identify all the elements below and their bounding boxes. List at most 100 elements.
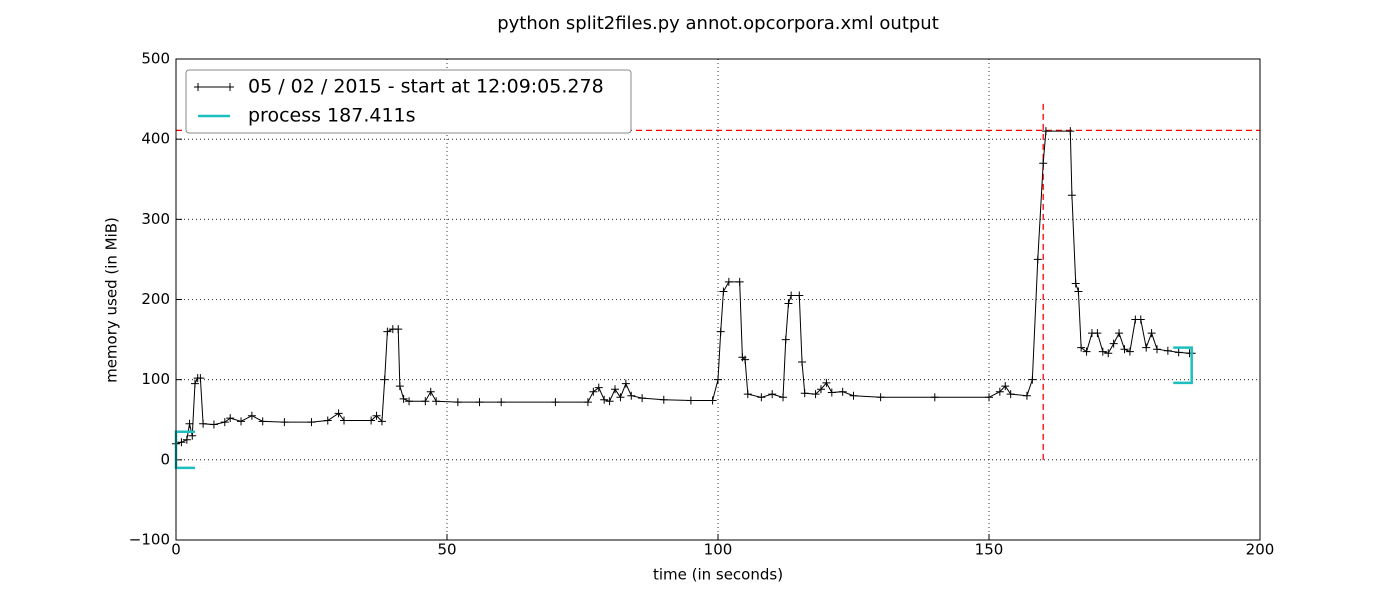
point-marker — [708, 396, 717, 405]
y-axis-label: memory used (in MiB) — [103, 217, 121, 383]
point-marker — [594, 383, 603, 392]
point-marker — [781, 335, 790, 344]
point-marker — [1136, 315, 1145, 324]
point-marker — [177, 438, 186, 447]
point-marker — [757, 393, 766, 402]
point-marker — [605, 397, 614, 406]
point-marker — [716, 327, 725, 336]
point-marker — [816, 385, 825, 394]
point-marker — [475, 398, 484, 407]
y-tick-label: −100 — [129, 531, 170, 549]
point-marker — [1001, 382, 1010, 391]
point-marker — [724, 277, 733, 286]
point-marker — [735, 277, 744, 286]
point-marker — [838, 387, 847, 396]
x-tick-label: 100 — [704, 541, 733, 559]
point-marker — [395, 382, 404, 391]
point-marker — [800, 389, 809, 398]
point-marker — [226, 414, 235, 423]
point-marker — [209, 420, 218, 429]
point-marker — [383, 327, 392, 336]
point-marker — [1174, 348, 1183, 357]
point-marker — [323, 416, 332, 425]
point-marker — [1071, 279, 1080, 288]
x-tick-label: 200 — [1246, 541, 1275, 559]
point-marker — [405, 397, 414, 406]
point-marker — [985, 393, 993, 402]
point-marker — [768, 390, 777, 399]
point-marker — [784, 299, 793, 308]
point-marker — [876, 393, 885, 402]
chart-title: python split2files.py annot.opcorpora.xm… — [497, 13, 939, 34]
point-marker — [1147, 329, 1156, 338]
point-marker — [1104, 349, 1113, 358]
y-tick-label: 400 — [141, 130, 170, 148]
point-marker — [787, 291, 796, 300]
point-marker — [616, 393, 625, 402]
point-marker — [995, 387, 1004, 396]
point-marker — [827, 388, 836, 397]
x-axis-label: time (in seconds) — [653, 566, 783, 584]
legend-box — [185, 69, 632, 134]
x-tick-label: 150 — [975, 541, 1004, 559]
point-marker — [849, 391, 858, 400]
point-marker — [779, 393, 788, 402]
point-marker — [1082, 347, 1091, 356]
point-marker — [1115, 329, 1124, 338]
point-marker — [367, 416, 376, 425]
point-marker — [258, 417, 267, 426]
point-marker — [798, 358, 807, 367]
legend-marker — [194, 83, 202, 91]
point-marker — [190, 379, 199, 388]
point-marker — [334, 409, 343, 418]
legend-label: process 187.411s — [248, 105, 416, 127]
point-marker — [1153, 345, 1162, 354]
point-marker — [432, 397, 441, 406]
point-marker — [551, 398, 560, 407]
point-marker — [795, 291, 804, 300]
point-marker — [196, 374, 205, 383]
point-marker — [1006, 390, 1015, 399]
point-marker — [380, 375, 389, 384]
point-marker — [600, 395, 609, 404]
y-tick-label: 300 — [141, 210, 170, 228]
point-marker — [247, 411, 256, 420]
legend-marker — [226, 83, 234, 91]
point-marker — [1093, 329, 1102, 338]
point-marker — [621, 379, 630, 388]
point-marker — [1066, 127, 1075, 136]
y-tick-label: 500 — [141, 50, 170, 68]
point-marker — [220, 418, 229, 427]
point-marker — [237, 417, 246, 426]
point-marker — [1125, 347, 1134, 356]
point-marker — [1041, 127, 1050, 136]
point-marker — [340, 416, 349, 425]
legend-label: 05 / 02 / 2015 - start at 12:09:05.278 — [248, 76, 604, 98]
point-marker — [811, 390, 820, 399]
point-marker — [1098, 347, 1107, 356]
point-marker — [1022, 391, 1031, 400]
point-marker — [497, 398, 506, 407]
point-marker — [421, 397, 430, 406]
point-marker — [589, 387, 598, 396]
point-marker — [1077, 343, 1086, 352]
series-line — [174, 346, 1193, 470]
point-marker — [188, 431, 197, 440]
y-tick-label: 0 — [160, 450, 170, 468]
point-marker — [1039, 159, 1048, 168]
point-marker — [659, 395, 668, 404]
point-marker — [743, 390, 752, 399]
y-tick-label: 200 — [141, 290, 170, 308]
point-marker — [372, 411, 381, 420]
point-marker — [185, 419, 194, 428]
point-marker — [627, 391, 636, 400]
point-marker — [686, 396, 695, 405]
point-marker — [199, 419, 208, 428]
series-line — [175, 130, 1192, 445]
point-marker — [280, 418, 289, 427]
point-marker — [930, 393, 939, 402]
point-marker — [822, 378, 831, 387]
point-marker — [583, 398, 592, 407]
point-marker — [377, 417, 386, 426]
